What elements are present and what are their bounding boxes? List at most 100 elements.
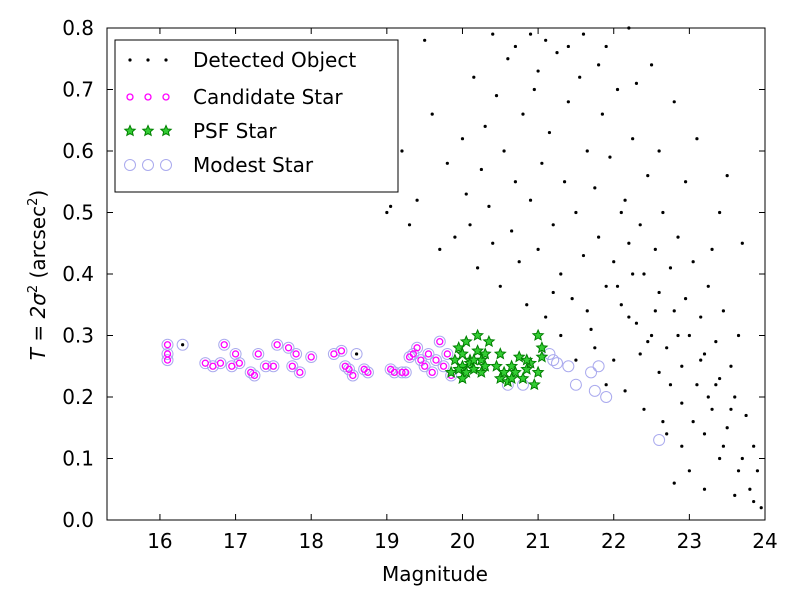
modest-star-point [335,344,348,357]
detected-object-point [729,407,733,411]
psf-star-point [535,340,549,354]
detected-object-point [725,426,729,430]
detected-object-point [570,297,574,301]
legend-marker-candidate-star [162,93,170,101]
modest-star-point [305,351,318,364]
detected-object-point [438,247,442,251]
detected-object-point [661,210,665,215]
candidate-star-point [409,350,417,358]
detected-object-point [706,284,710,288]
detected-object-point [581,32,586,36]
detected-object-point [581,253,586,258]
detected-object-point [483,124,487,128]
modest-star-point [206,360,219,373]
psf-star-point [459,334,473,348]
candidate-star-point [269,362,278,370]
modest-star-point [422,347,435,360]
detected-object-point [475,266,480,270]
candidate-star-point [345,365,353,373]
detected-object-point [718,456,722,461]
candidate-star-point [398,368,406,377]
candidate-star-point [250,371,259,380]
psf-star-point [493,347,507,360]
detected-object-point [740,456,744,461]
candidate-star-point [209,362,217,370]
candidate-star-point [390,368,399,377]
candidate-star-point [273,341,281,349]
candidate-star-point [402,368,410,377]
detected-object-point [721,444,726,448]
detected-object-point [612,260,616,264]
y-tick-label: 0.6 [62,139,94,163]
detected-object-point [646,340,650,344]
candidate-star-point [443,350,451,358]
legend-label-detected-object: Detected Object [193,48,356,72]
detected-object-point [551,223,555,227]
detected-object-point [506,57,510,61]
candidate-star-point [436,337,444,346]
detected-object-point [631,272,635,276]
legend-marker-detected-object [146,58,150,62]
detected-object-point [525,303,529,307]
detected-object-point [559,333,563,338]
detected-object-point [668,383,673,387]
detected-object-point [597,63,601,67]
detected-object-point [589,327,593,331]
candidate-star-point [349,371,357,380]
detected-object-point [634,81,639,85]
detected-object-point [608,155,612,159]
legend-marker-modest-star [124,159,136,171]
detected-object-point [744,413,748,418]
modest-star-point [562,360,575,373]
psf-star-point [531,365,545,378]
detected-object-point [600,112,604,116]
legend: Detected Object Candidate Star PSF Star … [114,39,399,193]
detected-object-point [498,284,502,288]
candidate-star-point [424,350,433,358]
modest-star-point [271,338,284,351]
detected-object-point [699,315,703,319]
detected-object-point [752,499,756,504]
detected-object-point [597,235,601,239]
psf-star-point [455,347,469,360]
detected-object-point [385,210,389,215]
modest-star-point [411,341,424,354]
detected-object-point [710,407,714,411]
detected-object-point [555,51,559,55]
detected-object-point [528,32,533,36]
legend-label-modest-star: Modest Star [193,153,314,177]
detected-object-point [729,364,733,368]
detected-object-point [672,309,676,313]
detected-object-point [513,180,518,184]
legend-marker-candidate-star [126,93,134,101]
detected-object-point [604,284,608,288]
detected-object-point [752,444,756,448]
legend-marker-detected-object [128,58,132,62]
modest-star-point [259,360,272,373]
modest-star-point [218,338,231,351]
detected-object-point [695,137,699,141]
modest-star-point [433,335,446,348]
detected-object-point [736,469,741,473]
modest-star-point [551,357,564,370]
detected-object-point [699,358,703,362]
modest-star-point [430,354,442,367]
y-axis-label-units-open: (arcsec [26,206,50,285]
detected-object-point [642,407,646,411]
candidate-star-point [216,359,225,367]
detected-object-point [578,75,582,79]
modest-star-point [293,366,306,379]
psf-star-point [478,359,492,372]
detected-object-point [460,137,465,141]
modest-star-point [252,347,265,360]
detected-object-point [680,444,684,448]
detected-object-point [657,290,661,295]
y-axis-label-units-close: ) [26,190,50,198]
modest-star-point [161,338,174,351]
detected-object-point [672,100,676,104]
y-tick-label: 0.4 [62,262,94,286]
detected-object-point [759,506,763,510]
detected-object-point [668,266,673,270]
detected-object-point [665,346,669,350]
candidate-star-point [288,362,296,370]
